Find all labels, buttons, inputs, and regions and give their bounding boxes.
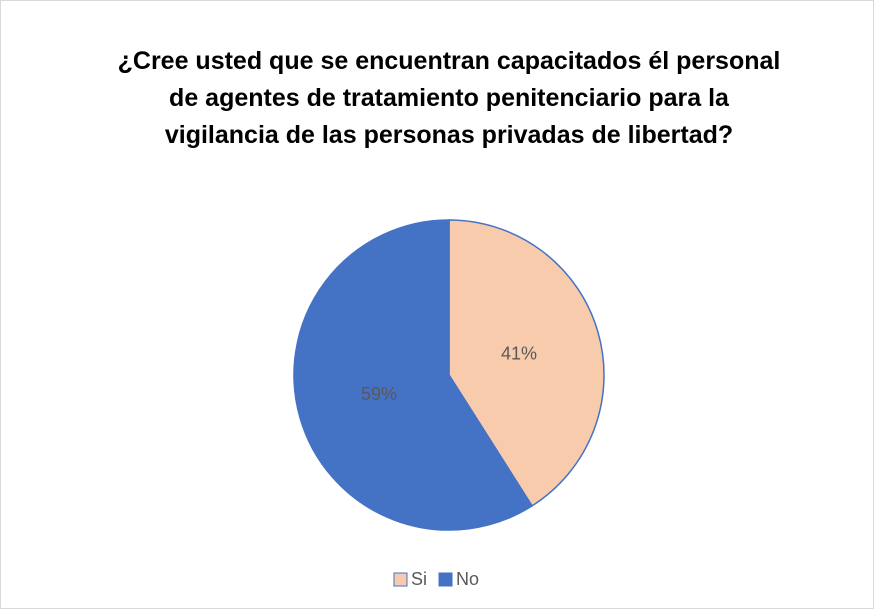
pie-slice	[448, 219, 605, 507]
data-label: 41%	[501, 343, 537, 363]
chart-title: ¿Cree usted que se encuentran capacitado…	[117, 47, 781, 149]
legend-swatch	[393, 572, 408, 587]
legend-label: Si	[411, 569, 427, 589]
legend-label: No	[456, 569, 479, 589]
data-label: 59%	[361, 384, 397, 404]
pie-slice	[293, 219, 534, 531]
legend-swatch	[438, 572, 453, 587]
